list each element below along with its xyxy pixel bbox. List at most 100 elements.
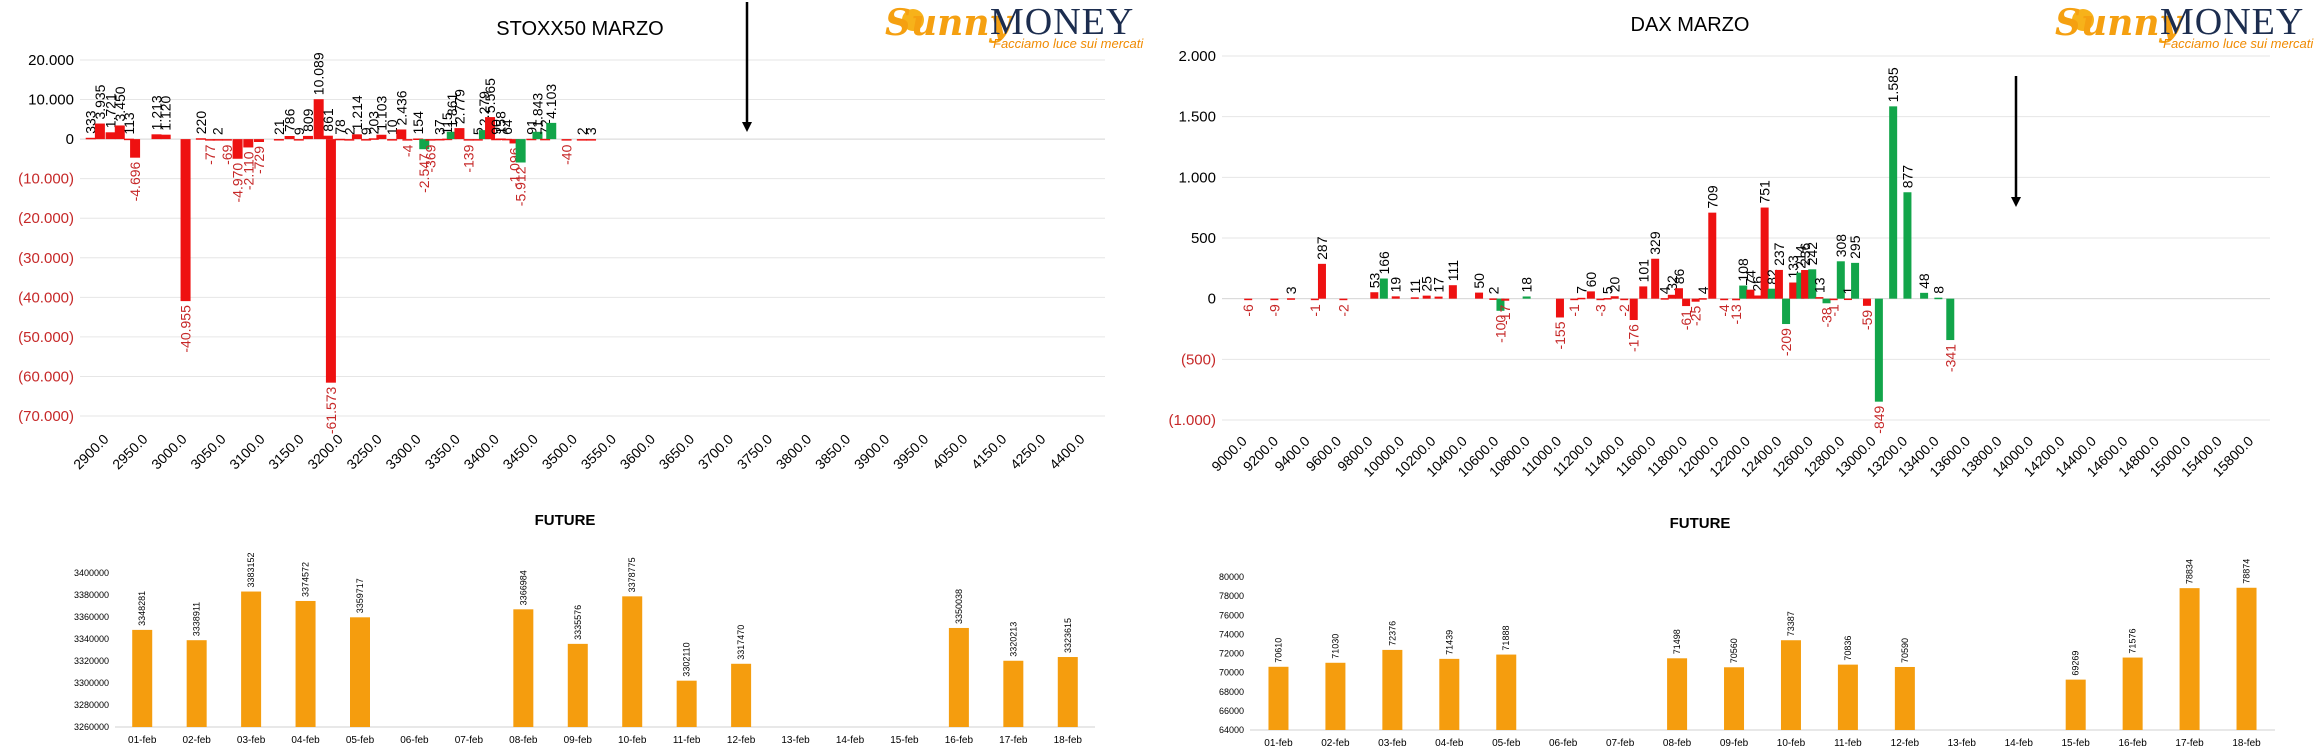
data-label: 108 [1735,258,1751,282]
bar [1439,658,1460,730]
bar [123,138,134,141]
data-label: -4.696 [127,161,143,201]
bar [1767,288,1776,299]
data-label: 8 [1930,286,1946,294]
data-label: 861 [320,108,336,132]
bar [1660,298,1669,300]
bar [1667,658,1688,730]
bar [221,139,232,141]
x-tick-label: 3450.0 [499,431,541,473]
data-label: -2.547 [416,153,432,193]
bar [948,627,969,727]
y-tick-label: 74000 [1219,629,1244,639]
y-tick-label: 70000 [1219,668,1244,678]
y-tick-label: 3400000 [74,568,109,578]
x-tick-label: 3600.0 [617,431,659,473]
data-label: 71888 [1501,626,1511,651]
bar [485,117,496,140]
data-label: 3374572 [301,562,311,597]
bar [1287,298,1296,300]
data-label: 3.935 [92,84,108,119]
data-label: 70560 [1729,638,1739,663]
data-label: 11 [1407,279,1423,294]
bar [1382,649,1403,730]
bar [442,138,453,141]
bar [195,138,206,140]
data-label: 3320213 [1008,622,1018,657]
y-tick-label: (20.000) [18,210,74,227]
bar [1555,298,1564,318]
data-label: -5.912 [513,166,529,206]
data-label: 71030 [1330,634,1340,659]
bar [1629,298,1638,321]
bar [1946,298,1955,341]
data-label: -13 [1728,304,1744,324]
dax-chart-title: DAX MARZO [1631,14,1750,36]
bar [1822,298,1831,304]
x-tick-label: 03-feb [237,735,266,746]
dax-options-chart: 2.0001.5001.0005000(500)(1.000)9000.0920… [1168,48,2270,480]
bar [1434,296,1443,299]
y-tick-label: (1.000) [1168,412,1216,429]
stoxx-options-chart: 20.000 10.000 0 (10.000) (20.000) (30.000) (40… [18,2,1105,472]
data-label: 2 [210,127,226,135]
data-label: 86 [1671,268,1687,284]
data-label: 751 [1757,180,1773,204]
data-label: 154 [410,111,426,135]
y-tick-label: (50.000) [18,329,74,346]
bar [180,139,191,302]
logo-sunny-text: Sunny [885,2,1013,44]
x-tick-label: 05-feb [1492,738,1521,749]
bar [284,136,295,140]
data-label: 1.103 [373,96,389,131]
bar [1391,296,1400,299]
y-tick-label: (60.000) [18,368,74,385]
bar [513,609,534,727]
x-tick-label: 14-feb [836,735,865,746]
data-label: 329 [1647,231,1663,255]
data-label: 17 [1431,277,1447,293]
data-label: 236 [1797,242,1813,266]
y-tick-label: 64000 [1219,725,1244,735]
data-label: -59 [1859,310,1875,330]
x-tick-label: 3950.0 [890,431,932,473]
logo-tagline: Facciamo luce sui mercati [2163,36,2314,51]
x-tick-label: 04-feb [1435,738,1464,749]
data-label: 32 [1664,275,1680,291]
y-tick-label: 78000 [1219,591,1244,601]
data-label: -729 [251,146,267,174]
data-label: 333 [83,110,99,134]
x-tick-label: 12-feb [727,735,756,746]
y-tick-label: 20.000 [28,52,74,69]
bar [1586,291,1595,299]
y-tick-label: (30.000) [18,250,74,267]
data-label: -341 [1942,344,1958,372]
bar [1244,298,1253,301]
data-label: 133 [1785,255,1801,279]
x-tick-label: 03-feb [1378,738,1407,749]
bar [576,139,587,141]
bar [1836,261,1845,299]
x-tick-label: 15-feb [890,735,919,746]
bar [132,629,153,727]
data-label: 69269 [2071,651,2081,676]
data-label: 25 [1419,276,1435,292]
x-tick-label: 11-feb [1834,738,1862,749]
data-label: 3323615 [1063,618,1073,653]
data-label: 3350038 [954,589,964,624]
data-label: 20 [1607,276,1623,292]
bar [361,139,372,141]
x-tick-label: 13-feb [1948,738,1977,749]
data-label: 71439 [1444,630,1454,655]
bar [2236,587,2257,730]
bar [1774,269,1783,299]
x-tick-label: 3250.0 [343,431,385,473]
data-label: 242 [1804,242,1820,266]
x-tick-label: 3000.0 [148,431,190,473]
bar [241,591,262,727]
data-label: 786 [282,108,298,132]
x-tick-label: 06-feb [400,735,429,746]
bar [396,129,407,140]
data-label: -40.955 [178,305,194,353]
